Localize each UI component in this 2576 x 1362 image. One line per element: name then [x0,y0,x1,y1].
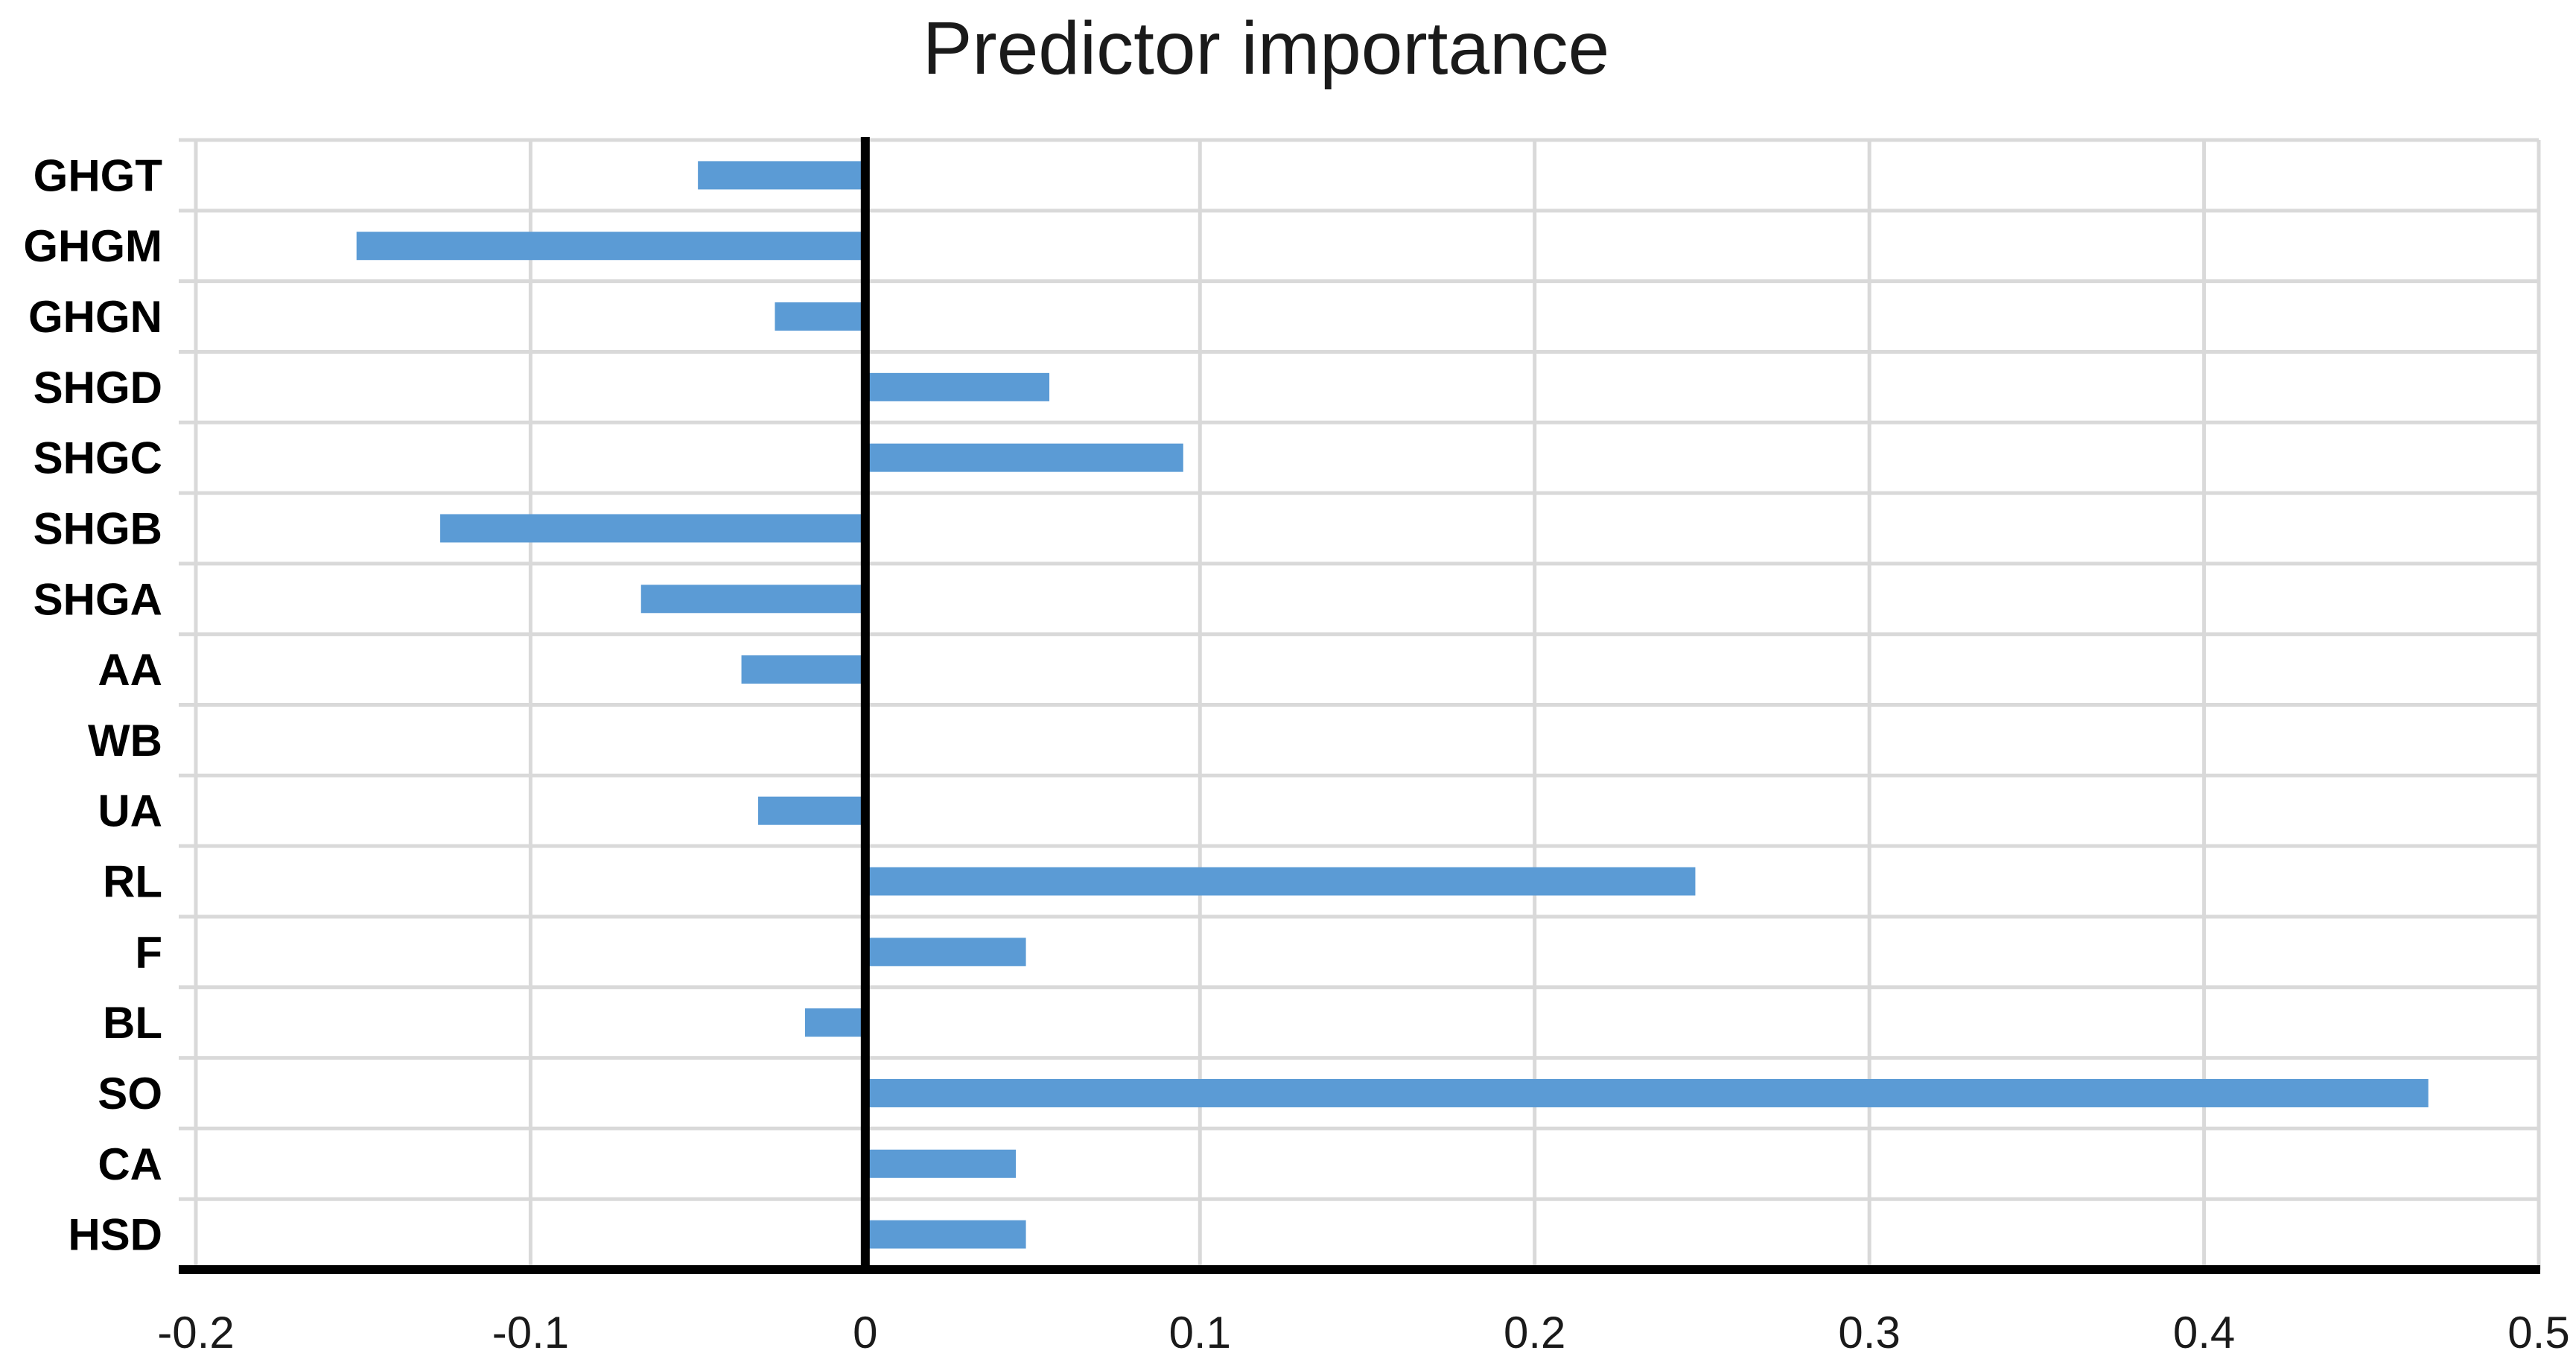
bar-GHGM [356,232,865,261]
x-tick-label: 0.4 [2173,1308,2235,1358]
bar-SO [865,1078,2429,1107]
bar-SHGC [865,443,1183,472]
bar-SHGD [865,372,1050,401]
y-axis-label: HSD [68,1210,162,1260]
x-tick-label: -0.1 [492,1308,569,1358]
y-axis-label: CA [98,1139,162,1189]
y-axis-label: SO [98,1069,162,1118]
bar-HSD [865,1220,1026,1249]
bar-CA [865,1149,1017,1178]
x-tick-label: 0.3 [1838,1308,1900,1358]
x-tick-label: 0 [853,1308,877,1358]
bar-AA [741,655,865,684]
bar-GHGT [698,161,865,190]
x-tick-label: 0.1 [1169,1308,1231,1358]
y-axis-label: SHGB [34,503,162,553]
bar-GHGN [775,302,865,331]
y-axis-label: GHGN [28,292,162,342]
chart-title: Predictor importance [922,7,1610,90]
bar-SHGA [640,585,865,614]
bar-RL [865,867,1696,896]
y-axis-label: F [135,927,162,977]
y-axis-label: SHGD [34,363,162,413]
bar-SHGB [440,514,865,543]
y-axis-label: BL [103,998,162,1048]
y-axis-label: GHGT [34,150,162,200]
x-tick-label: -0.2 [157,1308,234,1358]
y-axis-label: SHGC [34,433,162,483]
bar-BL [804,1008,865,1037]
y-axis-label: GHGM [23,221,162,271]
y-axis-label: SHGA [34,574,162,624]
y-axis-label: RL [103,857,162,907]
y-axis-label: UA [98,786,162,836]
x-tick-label: 0.2 [1504,1308,1565,1358]
bar-UA [758,796,865,825]
y-axis-label: WB [88,716,162,766]
bar-F [865,938,1026,967]
x-tick-label: 0.5 [2507,1308,2569,1358]
y-axis-label: AA [98,645,162,695]
